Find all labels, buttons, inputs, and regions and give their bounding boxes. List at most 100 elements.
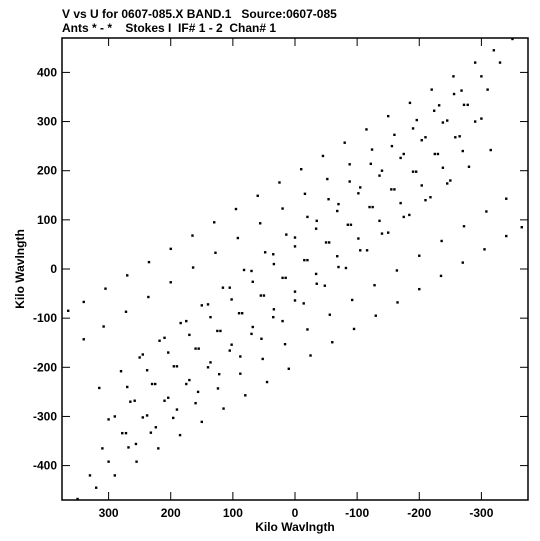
data-point — [390, 144, 394, 148]
data-point — [505, 234, 508, 238]
y-tick-label: -400 — [33, 459, 57, 473]
data-point — [124, 310, 128, 313]
data-point — [415, 118, 418, 122]
data-point — [402, 152, 405, 156]
data-point — [328, 313, 331, 316]
data-point — [365, 249, 369, 252]
data-point — [393, 133, 396, 137]
data-point — [281, 319, 284, 323]
data-point — [141, 353, 144, 356]
data-point — [278, 181, 281, 184]
data-point — [191, 234, 194, 237]
data-point — [149, 431, 153, 434]
data-point — [94, 486, 98, 489]
data-point — [82, 338, 85, 341]
data-point — [315, 219, 318, 223]
data-point — [441, 121, 445, 124]
data-point — [191, 266, 195, 269]
data-point — [88, 474, 92, 477]
data-point — [411, 170, 415, 173]
data-point — [101, 447, 104, 450]
data-point — [408, 213, 411, 217]
data-point — [492, 49, 496, 52]
data-point — [239, 372, 242, 375]
data-point — [306, 328, 309, 331]
data-point — [458, 135, 461, 138]
data-point — [154, 426, 158, 429]
y-tick-label: 400 — [37, 65, 57, 79]
data-point — [250, 332, 253, 336]
data-point — [194, 347, 197, 350]
data-point — [337, 265, 340, 269]
data-point — [411, 127, 415, 130]
data-point — [167, 396, 170, 399]
data-point — [430, 88, 433, 91]
data-point — [272, 308, 276, 311]
y-tick-label: 0 — [50, 262, 57, 276]
data-point — [314, 227, 318, 230]
data-point — [178, 433, 182, 437]
data-point — [175, 365, 179, 368]
data-point — [321, 154, 325, 158]
x-axis-ticks: 300 200 100 0 -100 -200 -300 — [99, 38, 494, 520]
data-point — [216, 329, 219, 333]
data-point — [336, 255, 339, 258]
data-point — [293, 245, 297, 248]
data-point — [113, 415, 117, 418]
data-point — [395, 269, 399, 272]
data-point — [350, 298, 354, 302]
data-point — [251, 325, 254, 329]
x-tick-label: -300 — [469, 506, 493, 520]
y-tick-label: -100 — [33, 311, 57, 325]
data-point — [236, 236, 240, 240]
data-point — [239, 355, 242, 358]
data-point — [331, 341, 334, 344]
data-point — [197, 347, 200, 350]
data-point — [259, 222, 262, 225]
y-axis-label: Kilo Wavlngth — [13, 229, 27, 309]
data-point — [228, 349, 231, 352]
data-point — [163, 399, 166, 402]
data-point — [357, 237, 360, 240]
data-point — [262, 294, 266, 297]
data-point — [172, 365, 176, 368]
data-point — [141, 416, 144, 419]
data-point — [352, 327, 356, 331]
x-tick-label: -200 — [407, 506, 431, 520]
data-point — [242, 268, 246, 272]
data-point — [237, 312, 241, 315]
data-point — [473, 120, 477, 123]
x-tick-label: 0 — [292, 506, 299, 520]
data-point — [324, 241, 328, 244]
data-point — [230, 343, 233, 346]
data-point — [119, 370, 123, 373]
data-point — [200, 304, 203, 307]
data-point — [505, 197, 508, 200]
data-point — [113, 474, 117, 477]
data-point — [216, 387, 220, 390]
data-point — [346, 223, 350, 226]
data-point — [272, 253, 275, 256]
data-point — [454, 136, 457, 139]
data-point — [467, 165, 471, 168]
data-point — [163, 336, 166, 340]
data-point — [284, 276, 287, 280]
data-points — [67, 37, 523, 501]
data-point — [359, 186, 362, 189]
data-point — [357, 192, 360, 195]
data-point — [370, 148, 374, 151]
data-point — [234, 207, 238, 211]
data-point — [256, 194, 259, 197]
data-point — [272, 315, 275, 319]
data-point — [418, 254, 421, 257]
data-point — [452, 92, 456, 96]
data-point — [293, 290, 297, 293]
data-point — [327, 198, 330, 201]
data-point — [314, 272, 318, 276]
data-point — [127, 446, 130, 449]
data-point — [441, 166, 445, 169]
data-point — [344, 266, 348, 270]
data-point — [126, 274, 129, 277]
data-point — [287, 367, 290, 370]
x-axis-label: Kilo Wavlngth — [255, 520, 335, 534]
